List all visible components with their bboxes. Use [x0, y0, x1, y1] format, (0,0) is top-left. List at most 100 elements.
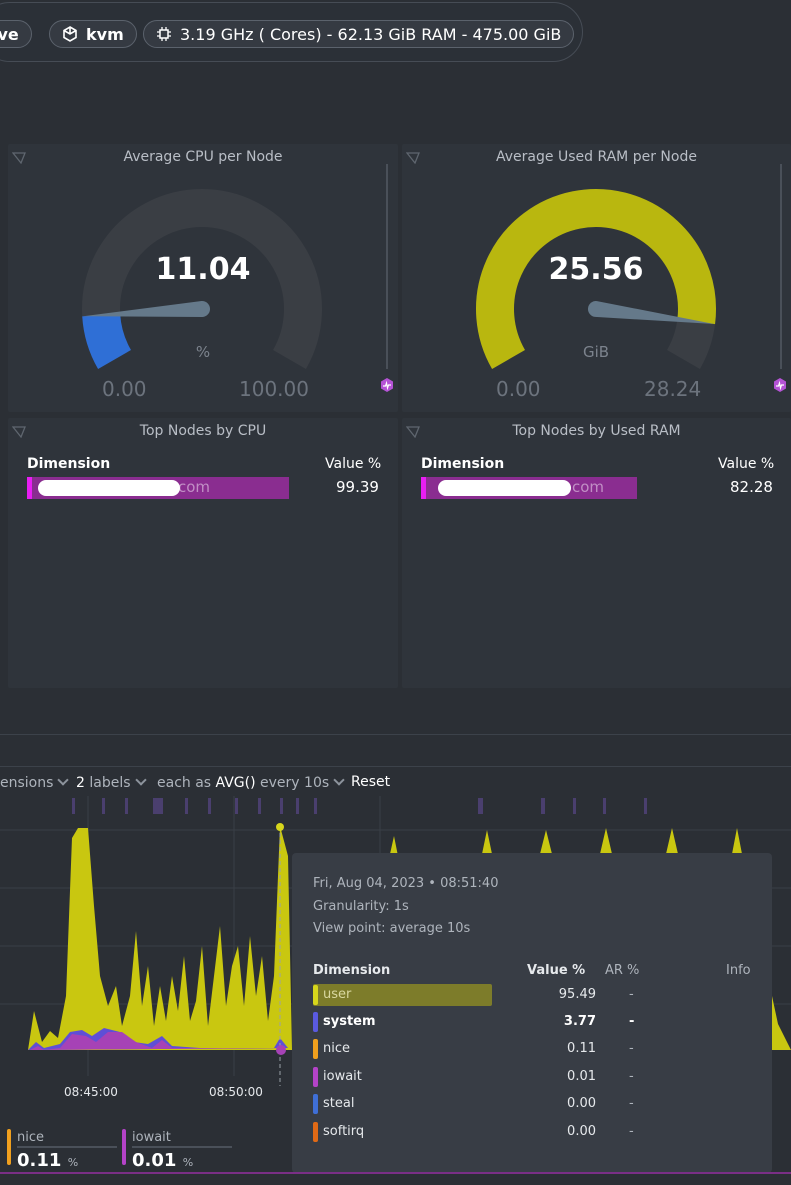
- row-value: 0.00: [567, 1096, 596, 1111]
- labels-count: 2: [76, 775, 85, 791]
- row-ar: -: [629, 1014, 635, 1029]
- labels-dropdown[interactable]: 2 labels: [76, 774, 147, 791]
- row-name: user: [323, 987, 352, 1002]
- node-name-suffix: com: [178, 478, 211, 496]
- annotation-markers: [72, 798, 647, 814]
- legend-swatch: [313, 985, 318, 1005]
- top-nodes-ram-panel: Top Nodes by Used RAM Dimension Value % …: [402, 418, 791, 688]
- iowait-area: [30, 1032, 288, 1050]
- row-ar: -: [629, 1041, 634, 1056]
- ram-gauge-unit: GiB: [582, 343, 610, 361]
- column-header-value: Value %: [325, 456, 382, 472]
- mini-stat-number: 0.11: [17, 1150, 62, 1171]
- legend-swatch: [313, 1122, 318, 1142]
- column-header-value: Value %: [718, 456, 775, 472]
- cube-icon: [63, 26, 77, 42]
- column-header-dimension: Dimension: [421, 456, 505, 472]
- row-value: 0.11: [567, 1041, 596, 1056]
- legend-swatch: [7, 1129, 11, 1165]
- row-value: 0.01: [567, 1069, 596, 1084]
- ram-gauge-title: Average Used RAM per Node: [496, 149, 697, 165]
- tooltip-view-point: View point: average 10s: [313, 921, 471, 936]
- cpu-gauge-max: 100.00: [239, 377, 309, 401]
- row-ar: -: [629, 1096, 634, 1111]
- ram-gauge-scrollbar[interactable]: [780, 164, 782, 369]
- chevron-down-icon: [333, 774, 345, 786]
- column-header-dimension: Dimension: [27, 456, 111, 472]
- aggregation-dropdown[interactable]: each as AVG() every 10s: [157, 774, 345, 791]
- chevron-down-icon: [57, 774, 70, 786]
- chart-tooltip: Fri, Aug 04, 2023 • 08:51:40 Granularity…: [292, 853, 772, 1173]
- row-value: 95.49: [558, 987, 596, 1002]
- dimensions-dropdown[interactable]: ensions: [0, 774, 70, 791]
- mini-stat-unit: %: [67, 1156, 79, 1169]
- x-tick-label: 08:50:00: [209, 1085, 263, 1099]
- tooltip-row-softirq: softirq 0.00 -: [313, 1121, 753, 1143]
- tooltip-row-steal: steal 0.00 -: [313, 1093, 753, 1115]
- cpu-gauge-value: 11.04: [155, 252, 251, 287]
- interval-label: every 10s: [260, 775, 330, 791]
- legend-swatch: [313, 1094, 318, 1114]
- cpu-gauge-panel: Average CPU per Node 11.04 % 0.00 100.00: [8, 144, 398, 412]
- mini-stat-value: 0.11 %: [17, 1150, 78, 1171]
- status-pill[interactable]: ive: [0, 20, 32, 48]
- row-name: nice: [323, 1041, 350, 1056]
- ram-gauge-value: 25.56: [548, 252, 644, 287]
- row-value: 0.00: [567, 1124, 596, 1139]
- hardware-pill[interactable]: 3.19 GHz ( Cores) - 62.13 GiB RAM - 475.…: [143, 20, 575, 48]
- tooltip-row-iowait: iowait 0.01 -: [313, 1066, 753, 1088]
- info-leaf-icon[interactable]: [12, 426, 26, 438]
- dimensions-label: ensions: [0, 775, 54, 791]
- mini-stat-name: iowait: [132, 1130, 171, 1145]
- cpu-gauge-title: Average CPU per Node: [123, 149, 283, 165]
- cpu-gauge: [82, 189, 322, 369]
- mini-stat-name: nice: [17, 1130, 44, 1145]
- mini-stat-bar: [17, 1146, 117, 1148]
- hover-point-iowait: [276, 1045, 286, 1055]
- ram-gauge: [476, 189, 716, 369]
- reset-button[interactable]: Reset: [351, 774, 391, 790]
- tooltip-row-user: user 95.49 -: [313, 984, 753, 1006]
- cpu-icon: [157, 27, 171, 41]
- chevron-down-icon: [134, 774, 147, 786]
- cpu-gauge-min: 0.00: [102, 377, 147, 401]
- info-leaf-icon[interactable]: [406, 152, 420, 164]
- ram-gauge-panel: Average Used RAM per Node 25.56 GiB 0.00…: [402, 144, 791, 412]
- bottom-accent-line: [0, 1172, 791, 1174]
- ram-gauge-max: 28.24: [644, 377, 702, 401]
- tooltip-header-value: Value %: [527, 963, 586, 978]
- x-tick-label: 08:45:00: [64, 1085, 118, 1099]
- tooltip-row-nice: nice 0.11 -: [313, 1038, 753, 1060]
- row-value: 99.39: [336, 478, 379, 496]
- row-value: 82.28: [730, 478, 773, 496]
- mini-stat-unit: %: [182, 1156, 194, 1169]
- row-ar: -: [629, 987, 634, 1002]
- tooltip-header-dimension: Dimension: [313, 963, 391, 978]
- mini-stat-bar: [132, 1146, 232, 1148]
- status-pill-label: ive: [0, 24, 19, 44]
- netdata-badge-icon[interactable]: [773, 378, 787, 392]
- row-name: softirq: [323, 1124, 365, 1139]
- aggregation-value: AVG(): [215, 775, 256, 791]
- redacted-node-name: [38, 480, 180, 496]
- legend-swatch: [313, 1039, 318, 1059]
- info-leaf-icon[interactable]: [406, 426, 420, 438]
- cpu-gauge-scrollbar[interactable]: [386, 164, 388, 369]
- row-ar: -: [629, 1124, 634, 1139]
- legend-swatch: [313, 1012, 318, 1032]
- virtualization-pill[interactable]: kvm: [49, 20, 137, 48]
- virtualization-pill-label: kvm: [86, 24, 124, 44]
- section-divider: [0, 734, 791, 735]
- hover-point-user: [276, 823, 284, 831]
- ram-gauge-needle: [588, 301, 715, 324]
- hardware-pill-label: 3.19 GHz ( Cores) - 62.13 GiB RAM - 475.…: [180, 24, 562, 44]
- info-leaf-icon[interactable]: [12, 152, 26, 164]
- row-value: 3.77: [563, 1014, 596, 1029]
- tooltip-header-ar: AR %: [605, 963, 640, 978]
- labels-label: labels: [89, 775, 131, 791]
- top-nodes-cpu-title: Top Nodes by CPU: [139, 423, 267, 439]
- netdata-badge-icon[interactable]: [380, 378, 394, 392]
- row-name: steal: [323, 1096, 355, 1111]
- top-nodes-ram-title: Top Nodes by Used RAM: [512, 423, 681, 439]
- row-name: system: [323, 1014, 376, 1029]
